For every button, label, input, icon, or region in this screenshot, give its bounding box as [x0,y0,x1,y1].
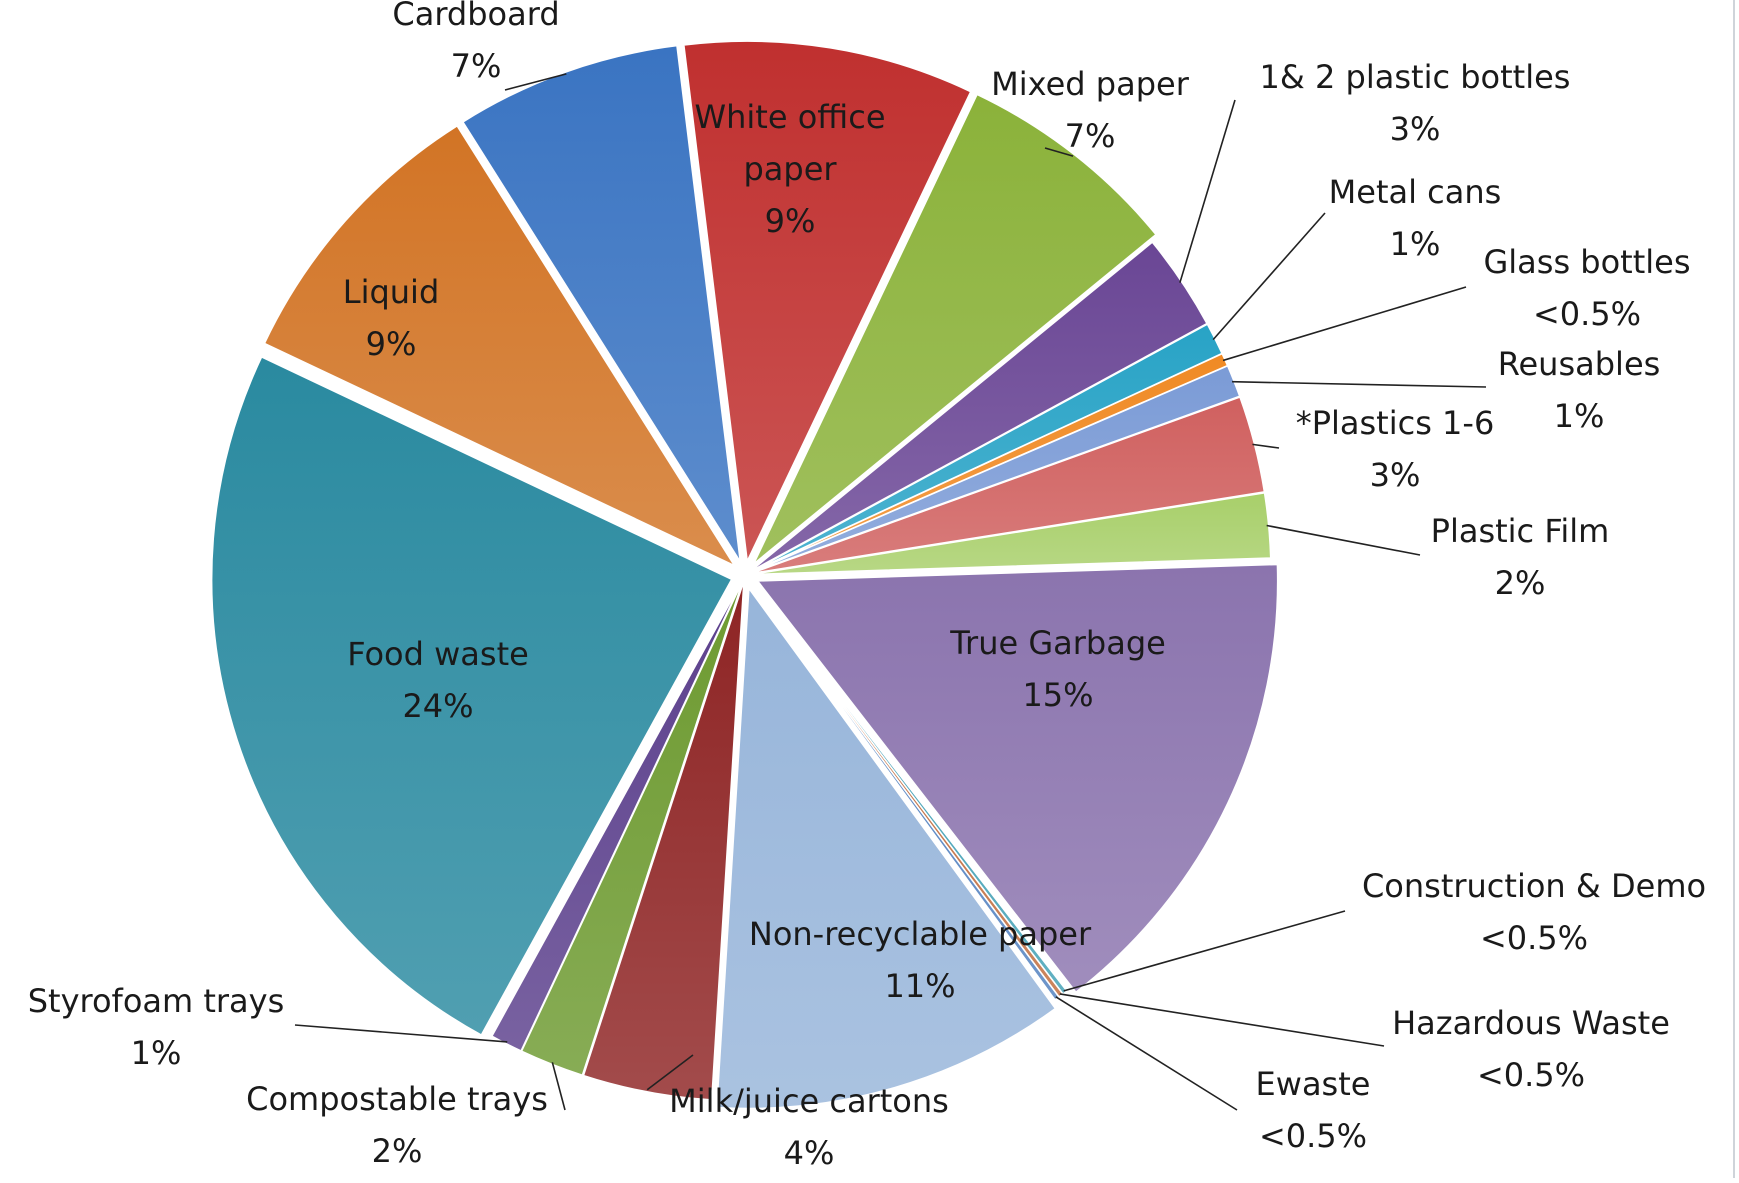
leader-line-plastics-1-6 [1252,443,1280,449]
pie-slice-cardboard [461,44,742,563]
slice-label-white-office-paper: White office paper 9% [694,98,885,240]
slice-label-styrofoam-trays: Styrofoam trays 1% [28,982,285,1072]
sheet-edge-line [1733,0,1735,1178]
slice-label-ewaste: Ewaste <0.5% [1256,1065,1371,1155]
slice-label-true-garbage: True Garbage 15% [949,624,1166,714]
leader-line-plastic-film [1266,524,1421,556]
pie-slice-true-garbage [756,563,1279,994]
leader-line-glass-bottles [1222,286,1467,362]
leader-line-styrofoam-trays [294,1024,508,1043]
slice-label-metal-cans: Metal cans 1% [1329,173,1502,263]
pie-slice-1-2-plastic-bottles [749,241,1208,573]
leader-line-mixed-paper [1044,147,1074,157]
slice-label-hazardous-waste: Hazardous Waste <0.5% [1392,1004,1670,1094]
pie-slice-mixed-paper [752,93,1158,565]
slice-label-plastic-film: Plastic Film 2% [1431,512,1610,602]
slice-label-liquid: Liquid 9% [343,273,440,363]
labels-layer: White office paper 9% Mixed paper 7% 1& 2 pla… [28,0,1706,1172]
pie-slice-food-waste [210,355,733,1037]
pie-slice-non-recyclable-paper [715,586,1057,1110]
slice-label-plastics-1-6: *Plastics 1-6 3% [1296,404,1495,494]
slice-label-non-recyclable-paper: Non-recyclable paper 11% [749,915,1092,1005]
leader-line-construction-demo [1063,910,1346,992]
leader-lines-layer [294,73,1487,1111]
leader-line-metal-cans [1212,212,1326,341]
slice-label-cardboard: Cardboard 7% [392,0,559,85]
leader-line-cardboard [504,73,567,91]
leader-line-hazardous-waste [1059,993,1385,1047]
leader-line-1-2-plastic-bottles [1179,99,1236,283]
slice-label-construction-demo: Construction & Demo <0.5% [1362,867,1706,957]
pie-slice-liquid [263,124,737,568]
slice-label-food-waste: Food waste 24% [347,635,529,725]
pie-slice-white-office-paper [683,40,972,564]
leader-line-reusables [1232,380,1487,388]
slice-label-milk-juice-cartons: Milk/juice cartons 4% [669,1082,949,1172]
slice-label-compostable-trays: Compostable trays 2% [246,1080,548,1170]
slice-label-1-2-plastic-bottles: 1& 2 plastic bottles 3% [1260,58,1571,148]
slices-layer [210,40,1279,1110]
pie-slice-styrofoam-trays [490,579,743,1052]
leader-line-milk-juice-cartons [646,1054,694,1091]
slice-label-reusables: Reusables 1% [1498,345,1661,435]
leader-line-compostable-trays [551,1062,566,1111]
slice-label-glass-bottles: Glass bottles <0.5% [1483,243,1690,333]
leader-line-ewaste [1055,996,1238,1111]
slice-label-mixed-paper: Mixed paper 7% [991,65,1190,155]
pie-slice-milk-juice-cartons [582,580,745,1101]
